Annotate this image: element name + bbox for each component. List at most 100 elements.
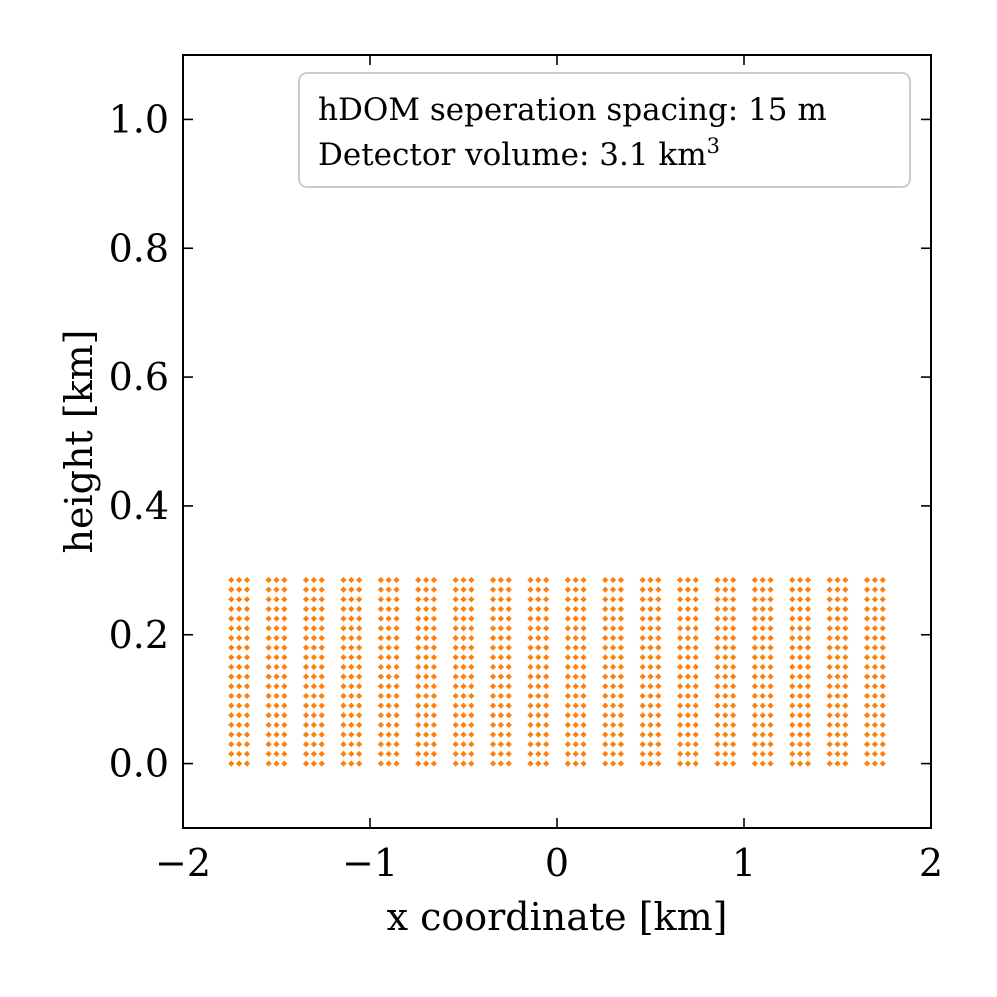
data-point [356, 692, 363, 700]
data-point [543, 731, 550, 738]
data-point [535, 605, 542, 613]
data-point [273, 663, 280, 671]
data-point [452, 625, 459, 632]
data-point [863, 731, 871, 738]
data-point [377, 654, 384, 661]
data-point [340, 760, 347, 767]
data-point [460, 702, 467, 709]
data-point [228, 721, 235, 729]
data-point [564, 625, 571, 632]
data-point [834, 731, 841, 738]
data-point [602, 721, 609, 729]
data-point [617, 760, 625, 767]
data-point [423, 654, 430, 661]
data-point [797, 692, 804, 700]
data-point [243, 702, 251, 709]
data-point [879, 596, 886, 603]
data-point [318, 654, 325, 661]
data-point [842, 731, 849, 738]
data-point [265, 741, 272, 748]
data-point [842, 663, 849, 671]
data-point [789, 760, 796, 767]
data-point [767, 731, 774, 738]
data-point [684, 721, 691, 729]
data-point [302, 750, 310, 758]
data-point [377, 702, 384, 709]
data-point [460, 750, 467, 758]
data-point [714, 644, 721, 651]
data-point [639, 576, 646, 584]
data-point [535, 654, 542, 661]
data-point [722, 721, 729, 729]
data-point [348, 644, 355, 651]
data-point [751, 596, 758, 603]
data-point [497, 692, 504, 700]
data-point [692, 644, 699, 651]
data-point [527, 760, 534, 767]
data-point [423, 731, 430, 738]
data-point [564, 673, 571, 680]
data-point [730, 721, 737, 729]
data-point [281, 712, 288, 719]
data-point [497, 605, 504, 613]
data-point [423, 721, 430, 729]
data-point [310, 731, 317, 738]
data-point [759, 654, 766, 661]
data-point [505, 683, 512, 690]
data-point [842, 625, 849, 632]
data-point [377, 644, 384, 651]
data-point [879, 741, 886, 748]
data-point [452, 721, 459, 729]
data-point [789, 596, 796, 603]
data-point [730, 596, 737, 603]
data-point [348, 576, 355, 584]
data-point [842, 576, 849, 584]
data-point [228, 634, 235, 642]
data-point [647, 750, 654, 758]
data-point [243, 586, 251, 593]
data-point [415, 692, 422, 700]
data-point [415, 615, 422, 622]
data-point [430, 586, 438, 593]
data-point [564, 586, 571, 593]
data-point [767, 741, 774, 748]
data-point [863, 702, 871, 709]
data-point [527, 750, 534, 758]
data-point [655, 673, 662, 680]
data-point [415, 750, 422, 758]
data-point [385, 741, 392, 748]
data-point [789, 702, 796, 709]
data-point [751, 692, 758, 700]
data-point [281, 673, 288, 680]
data-point [281, 586, 288, 593]
data-point [692, 605, 699, 613]
data-point [759, 741, 766, 748]
data-point [393, 663, 400, 671]
data-point [393, 712, 400, 719]
data-point [535, 596, 542, 603]
data-point [826, 673, 833, 680]
data-point [863, 576, 871, 584]
data-point [751, 615, 758, 622]
data-point [356, 596, 363, 603]
data-point [497, 625, 504, 632]
data-point [505, 673, 512, 680]
data-point [879, 673, 886, 680]
data-point [834, 634, 841, 642]
x-tick-label: 2 [919, 841, 943, 885]
data-point [684, 605, 691, 613]
data-point [489, 721, 497, 729]
data-point [356, 683, 363, 690]
data-point [692, 683, 699, 690]
data-point [722, 634, 729, 642]
data-point [684, 692, 691, 700]
data-point [797, 731, 804, 738]
data-point [564, 760, 571, 767]
data-point [789, 654, 796, 661]
data-point [489, 712, 497, 719]
data-point [489, 731, 497, 738]
data-point [871, 683, 878, 690]
data-point [692, 615, 699, 622]
data-point [842, 750, 849, 758]
data-point [265, 634, 272, 642]
